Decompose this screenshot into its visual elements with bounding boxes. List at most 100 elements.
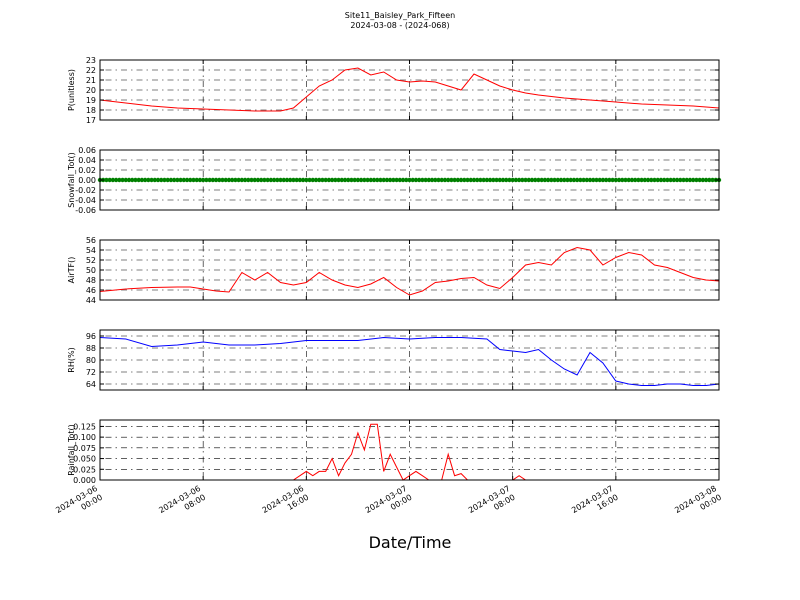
- data-point: [155, 177, 161, 183]
- data-point: [610, 177, 615, 183]
- data-point: [210, 177, 216, 183]
- data-point: [587, 177, 593, 183]
- data-point: [484, 177, 490, 183]
- data-point: [616, 177, 622, 183]
- data-point: [707, 177, 712, 183]
- data-point: [449, 177, 454, 183]
- data-point: [278, 177, 283, 183]
- data-point: [168, 177, 174, 183]
- data-point: [558, 177, 564, 183]
- y-axis-label: AirTF(): [67, 257, 76, 284]
- data-point: [655, 177, 660, 183]
- data-point: [252, 177, 257, 183]
- data-point: [317, 177, 322, 183]
- data-point: [552, 177, 557, 183]
- y-tick-label: 0.02: [78, 166, 96, 175]
- y-tick-label: -0.04: [75, 196, 96, 205]
- y-tick-label: 23: [86, 56, 96, 65]
- data-point: [529, 177, 535, 183]
- data-point: [352, 177, 357, 183]
- data-point: [500, 177, 506, 183]
- data-point: [126, 177, 132, 183]
- y-tick-label: 48: [86, 276, 96, 285]
- data-point: [542, 177, 548, 183]
- data-point: [297, 177, 303, 183]
- data-point: [423, 177, 428, 183]
- data-point: [539, 177, 544, 183]
- y-tick-label: 44: [86, 296, 96, 305]
- data-point: [526, 177, 531, 183]
- y-tick-label: 0.06: [78, 146, 96, 155]
- data-point: [136, 177, 141, 183]
- data-point: [365, 177, 370, 183]
- data-point: [226, 177, 232, 183]
- data-point: [520, 177, 525, 183]
- data-point: [603, 177, 609, 183]
- data-point: [607, 177, 612, 183]
- data-point: [397, 177, 403, 183]
- data-point: [429, 177, 435, 183]
- data-point: [384, 177, 390, 183]
- data-point: [407, 177, 412, 183]
- data-point: [375, 177, 380, 183]
- data-point: [220, 177, 225, 183]
- data-point: [246, 177, 251, 183]
- y-axis-label: Rainfall_Tot(): [67, 424, 76, 476]
- data-point: [258, 177, 264, 183]
- data-point: [307, 177, 312, 183]
- data-point: [117, 177, 122, 183]
- data-point: [700, 177, 706, 183]
- data-point: [275, 177, 280, 183]
- data-point: [661, 177, 667, 183]
- data-point: [620, 177, 625, 183]
- data-point: [433, 177, 438, 183]
- data-point: [591, 177, 596, 183]
- data-point: [487, 177, 493, 183]
- data-point: [175, 177, 180, 183]
- data-point: [113, 177, 119, 183]
- y-axis-label: Snowfall_Tot(): [67, 152, 76, 208]
- data-point: [507, 177, 512, 183]
- data-point: [504, 177, 509, 183]
- data-point: [223, 177, 228, 183]
- data-point: [194, 177, 199, 183]
- panel-2: -0.06-0.04-0.020.000.020.040.06Snowfall_…: [67, 146, 722, 215]
- data-point: [668, 177, 673, 183]
- data-point: [481, 177, 486, 183]
- data-point: [313, 177, 319, 183]
- data-point: [133, 177, 138, 183]
- data-point: [229, 177, 235, 183]
- y-tick-label: 0.025: [73, 465, 96, 474]
- series-line: [99, 67, 720, 112]
- y-tick-label: 21: [86, 76, 96, 85]
- data-point: [181, 177, 187, 183]
- y-tick-label: 0.050: [73, 455, 96, 464]
- data-point: [571, 177, 577, 183]
- data-point: [613, 177, 619, 183]
- data-point: [149, 177, 154, 183]
- y-tick-label: 96: [86, 332, 96, 341]
- data-point: [184, 177, 190, 183]
- data-point: [455, 177, 461, 183]
- data-point: [242, 177, 248, 183]
- data-point: [475, 177, 480, 183]
- data-point: [213, 177, 219, 183]
- data-point: [445, 177, 451, 183]
- data-point: [632, 177, 638, 183]
- y-tick-label: 17: [86, 116, 96, 125]
- data-point: [645, 177, 651, 183]
- data-point: [336, 177, 341, 183]
- y-axis-label: P(unitless): [67, 69, 76, 111]
- data-point: [381, 177, 386, 183]
- data-point: [674, 177, 680, 183]
- data-point: [339, 177, 344, 183]
- data-point: [533, 177, 538, 183]
- data-point: [555, 177, 561, 183]
- data-point: [204, 177, 209, 183]
